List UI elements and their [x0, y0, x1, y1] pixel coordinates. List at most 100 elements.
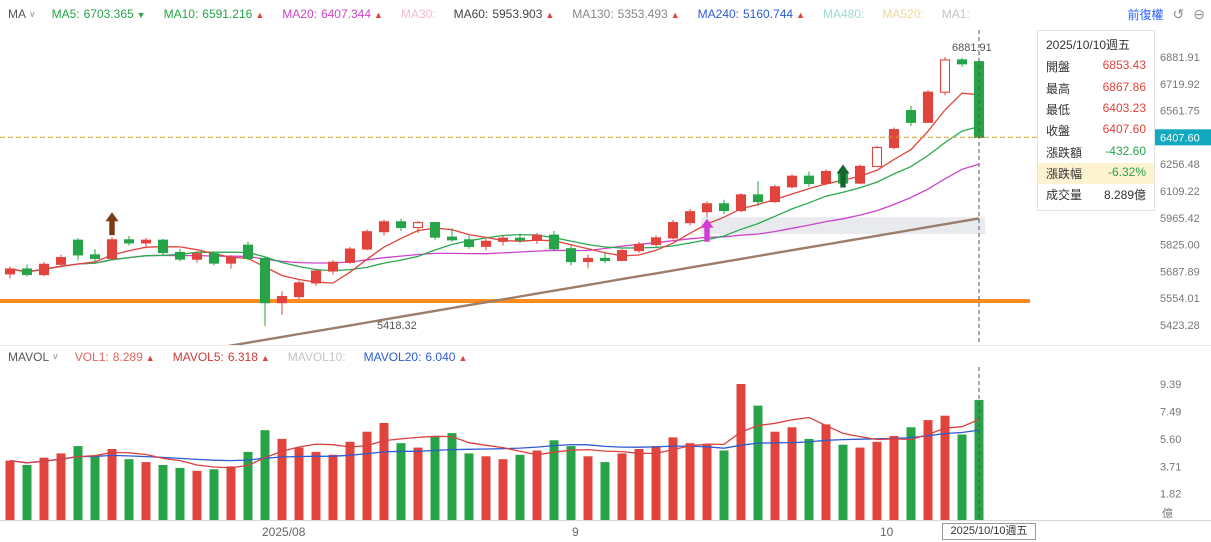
volume-bar[interactable] — [889, 436, 899, 520]
candle[interactable] — [89, 254, 101, 259]
candle[interactable] — [752, 194, 764, 203]
volume-bar[interactable] — [498, 459, 508, 520]
ma-indicator-selector[interactable]: MA ∨ — [8, 7, 36, 21]
candle[interactable] — [395, 221, 407, 229]
volume-bar[interactable] — [345, 441, 355, 520]
candle[interactable] — [786, 175, 798, 188]
volume-bar[interactable] — [430, 436, 440, 520]
volume-bar[interactable] — [940, 415, 950, 520]
volume-bar[interactable] — [277, 438, 287, 520]
volume-bar[interactable] — [753, 405, 763, 520]
candle[interactable] — [582, 257, 594, 263]
volume-bar[interactable] — [39, 457, 49, 520]
volume-chart[interactable]: 9.39 7.49 5.60 3.71 1.82 億 — [0, 367, 1211, 520]
volume-bar[interactable] — [617, 453, 627, 520]
volume-bar[interactable] — [804, 438, 814, 520]
volume-bar[interactable] — [209, 469, 219, 520]
volume-bar[interactable] — [787, 427, 797, 520]
candle[interactable] — [225, 257, 237, 264]
volume-bar[interactable] — [600, 462, 610, 520]
candle[interactable] — [650, 237, 662, 245]
volume-bar[interactable] — [124, 459, 134, 520]
candle[interactable] — [412, 222, 424, 229]
volume-bar[interactable] — [90, 456, 100, 520]
candle[interactable] — [106, 239, 118, 259]
candle[interactable] — [140, 239, 152, 244]
volume-bar[interactable] — [107, 449, 117, 520]
volume-bar[interactable] — [141, 462, 151, 520]
volume-bar[interactable] — [872, 441, 882, 520]
volume-bar[interactable] — [192, 470, 202, 520]
candle[interactable] — [905, 110, 917, 123]
candle[interactable] — [939, 59, 951, 93]
volume-bar[interactable] — [413, 447, 423, 520]
candle[interactable] — [803, 175, 815, 185]
ma-legend-item-ma60[interactable]: MA60: 5953.903 ▲ — [454, 7, 555, 21]
volume-bar[interactable] — [957, 434, 967, 521]
candle[interactable] — [514, 237, 526, 241]
ma-legend-item-ma520[interactable]: MA520: — [882, 7, 923, 21]
volume-bar[interactable] — [73, 446, 83, 520]
volume-bar[interactable] — [821, 424, 831, 520]
volume-bar[interactable] — [651, 446, 661, 520]
ma-legend-item-ma30[interactable]: MA30: — [401, 7, 436, 21]
volume-bar[interactable] — [906, 427, 916, 520]
volume-bar[interactable] — [22, 465, 32, 520]
volume-bar[interactable] — [362, 431, 372, 520]
volume-bar[interactable] — [583, 456, 593, 520]
volume-bar[interactable] — [311, 451, 321, 520]
volume-bar[interactable] — [158, 465, 168, 520]
ma-legend-item-ma5[interactable]: MA5: 6703.365 ▼ — [52, 7, 146, 21]
candle[interactable] — [480, 240, 492, 247]
volume-bar[interactable] — [260, 430, 270, 520]
volume-bar[interactable] — [685, 443, 695, 520]
candle[interactable] — [565, 248, 577, 263]
candle[interactable] — [344, 248, 356, 263]
volume-bar[interactable] — [838, 444, 848, 520]
volume-bar[interactable] — [328, 454, 338, 520]
candle[interactable] — [174, 251, 186, 260]
candle[interactable] — [956, 59, 968, 65]
candle[interactable] — [259, 257, 271, 304]
candle[interactable] — [123, 239, 135, 244]
candle[interactable] — [378, 221, 390, 233]
adjustment-mode-button[interactable]: 前復權 — [1127, 7, 1164, 22]
candle[interactable] — [208, 253, 220, 264]
ma-legend-item-ma10[interactable]: MA10: 6591.216 ▲ — [164, 7, 265, 21]
ma-legend-item-ma20[interactable]: MA20: 6407.344 ▲ — [282, 7, 383, 21]
candle[interactable] — [616, 250, 628, 261]
candle[interactable] — [429, 222, 441, 238]
volume-bar[interactable] — [481, 456, 491, 520]
candle[interactable] — [718, 203, 730, 212]
ma-legend-item-ma240[interactable]: MA240: 5160.744 ▲ — [698, 7, 805, 21]
refresh-icon[interactable]: ↺ — [1172, 5, 1185, 22]
volume-bar[interactable] — [515, 454, 525, 520]
volume-bar[interactable] — [702, 444, 712, 520]
volume-bar[interactable] — [549, 440, 559, 520]
volume-bar[interactable] — [226, 466, 236, 520]
candle[interactable] — [735, 194, 747, 212]
mavol-indicator-selector[interactable]: MAVOL ∨ — [8, 350, 59, 364]
candle[interactable] — [242, 244, 254, 259]
candle[interactable] — [854, 165, 866, 184]
candle[interactable] — [548, 234, 560, 250]
volume-bar[interactable] — [56, 453, 66, 520]
candle[interactable] — [327, 261, 339, 272]
volume-bar[interactable] — [5, 460, 15, 520]
mavol-legend-item-vol1[interactable]: VOL1: 8.289 ▲ — [75, 350, 155, 364]
volume-bar[interactable] — [464, 453, 474, 520]
candle[interactable] — [633, 243, 645, 252]
candle[interactable] — [922, 91, 934, 123]
ma-legend-item-ma130[interactable]: MA130: 5353.493 ▲ — [572, 7, 679, 21]
candle[interactable] — [38, 263, 50, 276]
mavol-legend-item-mavol20[interactable]: MAVOL20: 6.040 ▲ — [364, 350, 468, 364]
candle[interactable] — [684, 211, 696, 224]
candle[interactable] — [463, 239, 475, 247]
mavol-legend-item-mavol5[interactable]: MAVOL5: 6.318 ▲ — [173, 350, 270, 364]
volume-bar[interactable] — [447, 433, 457, 520]
candle[interactable] — [769, 186, 781, 203]
candle[interactable] — [531, 234, 543, 241]
candle[interactable] — [310, 270, 322, 284]
candle[interactable] — [871, 146, 883, 167]
volume-bar[interactable] — [396, 443, 406, 520]
